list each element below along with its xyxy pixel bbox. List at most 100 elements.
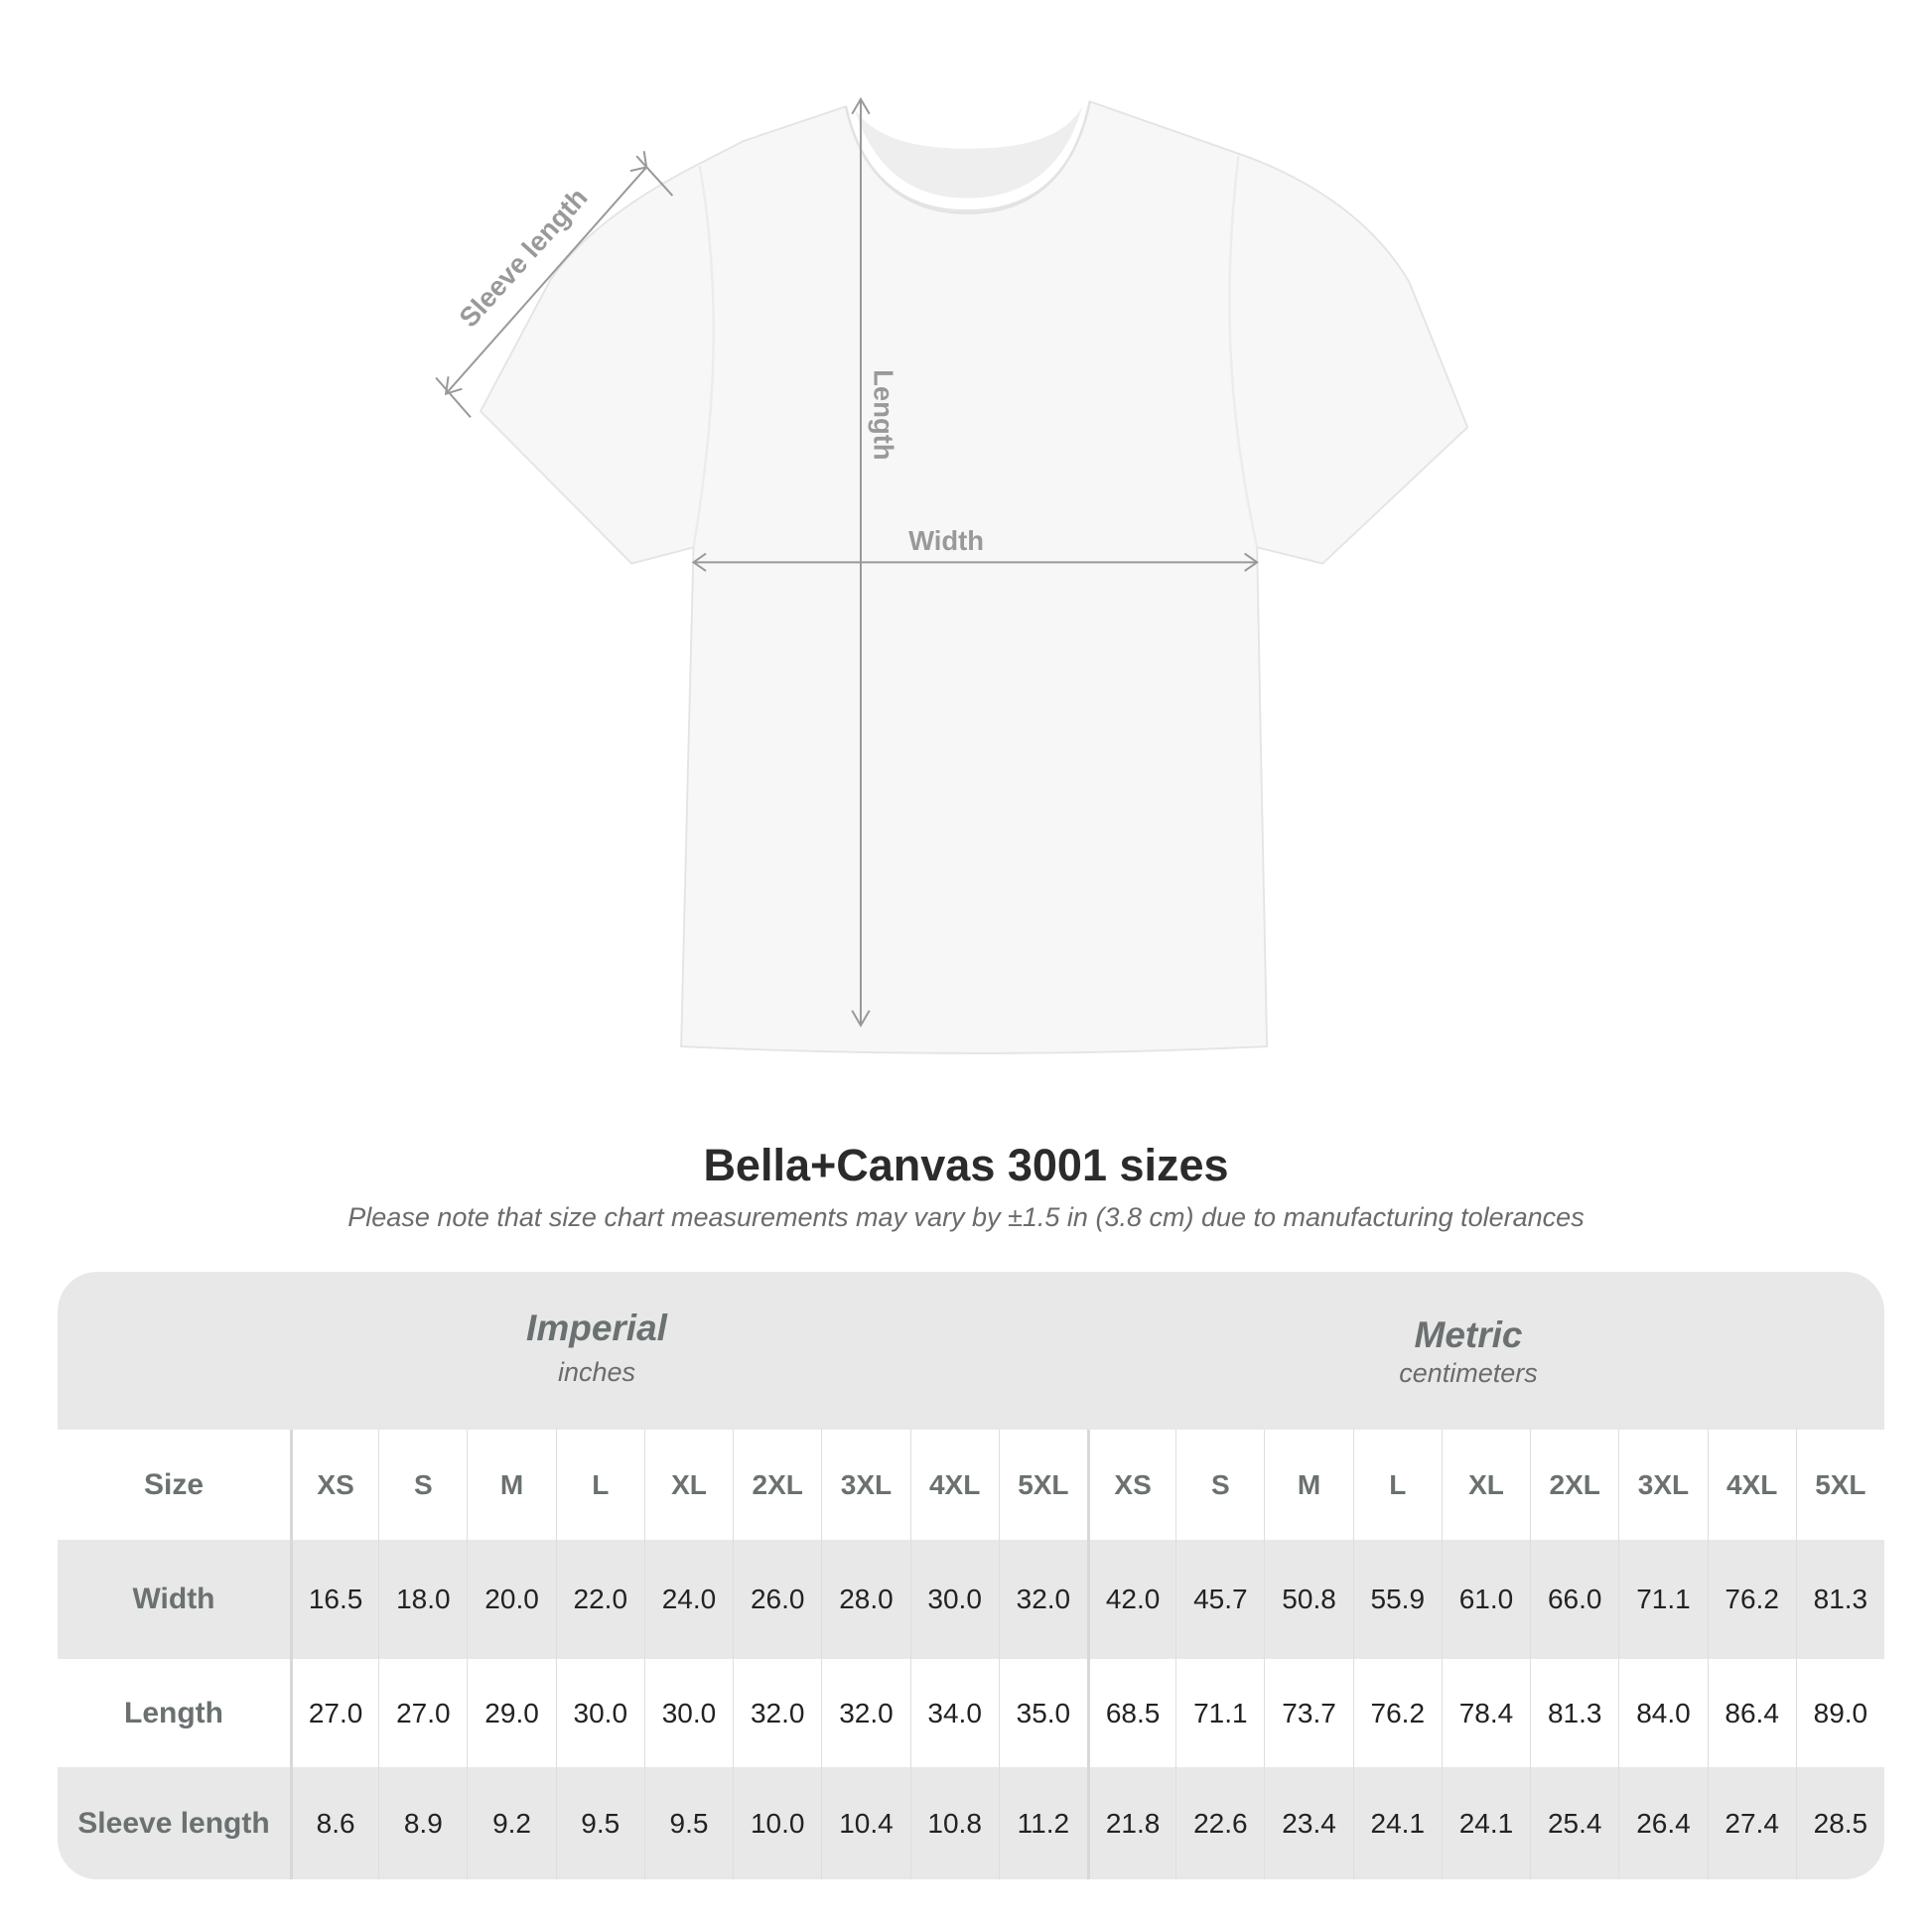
size-header-cell: L xyxy=(555,1430,644,1540)
size-header-cell: 3XL xyxy=(821,1430,909,1540)
size-header-cell: XL xyxy=(643,1430,733,1540)
table-cell: 81.3 xyxy=(1530,1659,1618,1767)
size-header-row: Size XS S M L XL 2XL 3XL 4XL 5XL XS S M L XL 2XL 3XL 4XL… xyxy=(58,1430,1884,1540)
table-cell: 26.0 xyxy=(733,1540,821,1659)
sleeve-arrow xyxy=(435,151,674,419)
size-header-cell: M xyxy=(1264,1430,1352,1540)
table-cell: 76.2 xyxy=(1707,1540,1796,1659)
seam-right xyxy=(1228,156,1259,548)
table-cell: 71.1 xyxy=(1175,1659,1264,1767)
table-cell: 50.8 xyxy=(1264,1540,1352,1659)
table-cell: 9.2 xyxy=(467,1767,555,1879)
imperial-title: Imperial xyxy=(526,1308,667,1348)
table-cell: 25.4 xyxy=(1530,1767,1618,1879)
size-header-cell: 4XL xyxy=(1707,1430,1796,1540)
table-cell: 84.0 xyxy=(1618,1659,1707,1767)
size-header-cell: S xyxy=(1175,1430,1264,1540)
table-cell: 73.7 xyxy=(1264,1659,1352,1767)
tolerance-note: Please note that size chart measurements… xyxy=(347,1202,1585,1232)
size-header-cell: M xyxy=(467,1430,555,1540)
table-cell: 27.4 xyxy=(1707,1767,1796,1879)
neckband xyxy=(844,101,1091,214)
table-cell: 28.5 xyxy=(1795,1767,1884,1879)
table-cell: 8.9 xyxy=(378,1767,467,1879)
table-cell: 30.0 xyxy=(643,1659,733,1767)
metric-unit: centimeters xyxy=(1399,1358,1538,1388)
table-cell: 9.5 xyxy=(555,1767,644,1879)
table-cell: 76.2 xyxy=(1352,1659,1442,1767)
imperial-header: Imperial inches xyxy=(299,1308,895,1388)
table-cell: 9.5 xyxy=(643,1767,733,1879)
page-title: Bella+Canvas 3001 sizes xyxy=(703,1140,1229,1190)
size-header-cell: XL xyxy=(1441,1430,1530,1540)
table-cell: 27.0 xyxy=(378,1659,467,1767)
table-cell: 10.4 xyxy=(821,1767,909,1879)
size-table: Imperial inches Metric centimeters Size … xyxy=(58,1272,1884,1879)
table-header-band: Imperial inches Metric centimeters xyxy=(58,1272,1884,1430)
table-cell: 28.0 xyxy=(821,1540,909,1659)
table-cell: 26.4 xyxy=(1618,1767,1707,1879)
table-cell: 22.0 xyxy=(555,1540,644,1659)
size-header-cell: XS xyxy=(1086,1430,1175,1540)
size-header-cell: 2XL xyxy=(733,1430,821,1540)
seam-left xyxy=(692,165,716,548)
metric-title: Metric xyxy=(1414,1314,1523,1355)
table-cell: 10.0 xyxy=(733,1767,821,1879)
size-header-cell: 5XL xyxy=(1795,1430,1884,1540)
table-cell: 8.6 xyxy=(290,1767,378,1879)
length-label: Length xyxy=(869,369,899,460)
row-label: Sleeve length xyxy=(77,1806,270,1840)
table-cell: 18.0 xyxy=(378,1540,467,1659)
size-header-cell: L xyxy=(1352,1430,1442,1540)
table-cell: 30.0 xyxy=(555,1659,644,1767)
table-cell: 24.1 xyxy=(1441,1767,1530,1879)
width-label: Width xyxy=(908,525,984,556)
size-header-cell: 3XL xyxy=(1618,1430,1707,1540)
metric-header: Metric centimeters xyxy=(1171,1314,1766,1389)
tshirt-shape xyxy=(479,100,1469,1054)
table-cell: 68.5 xyxy=(1086,1659,1175,1767)
table-cell: 34.0 xyxy=(909,1659,999,1767)
table-cell: 32.0 xyxy=(733,1659,821,1767)
table-cell: 61.0 xyxy=(1441,1540,1530,1659)
row-label: Width xyxy=(132,1583,215,1615)
table-cell: 55.9 xyxy=(1352,1540,1442,1659)
table-cell: 30.0 xyxy=(909,1540,999,1659)
table-cell: 11.2 xyxy=(998,1767,1087,1879)
size-header-cell: XS xyxy=(290,1430,378,1540)
table-cell: 45.7 xyxy=(1175,1540,1264,1659)
size-header-cell: 2XL xyxy=(1530,1430,1618,1540)
table-cell: 89.0 xyxy=(1795,1659,1884,1767)
table-cell: 29.0 xyxy=(467,1659,555,1767)
table-cell: 86.4 xyxy=(1707,1659,1796,1767)
width-arrow xyxy=(691,552,1259,572)
table-cell: 21.8 xyxy=(1086,1767,1175,1879)
table-cell: 32.0 xyxy=(998,1540,1087,1659)
table-cell: 27.0 xyxy=(290,1659,378,1767)
table-cell: 22.6 xyxy=(1175,1767,1264,1879)
size-header-cell: 4XL xyxy=(909,1430,999,1540)
table-cell: 24.0 xyxy=(643,1540,733,1659)
size-header-cell: S xyxy=(378,1430,467,1540)
table-row: Sleeve length 8.6 8.9 9.2 9.5 9.5 10.0 10.4 10.8… xyxy=(58,1767,1884,1879)
table-row: Width 16.5 18.0 20.0 22.0 24.0 26.0 28.0 30.0 32.… xyxy=(58,1540,1884,1659)
size-header-cell: 5XL xyxy=(998,1430,1087,1540)
size-label: Size xyxy=(143,1467,205,1501)
table-cell: 81.3 xyxy=(1795,1540,1884,1659)
table-cell: 20.0 xyxy=(467,1540,555,1659)
table-cell: 78.4 xyxy=(1441,1659,1530,1767)
table-cell: 23.4 xyxy=(1264,1767,1352,1879)
row-label: Length xyxy=(124,1696,223,1729)
table-cell: 66.0 xyxy=(1530,1540,1618,1659)
neck-inner xyxy=(854,106,1083,199)
table-cell: 16.5 xyxy=(290,1540,378,1659)
table-row: Length 27.0 27.0 29.0 30.0 30.0 32.0 32.0 34.0 35… xyxy=(58,1659,1884,1767)
table-cell: 42.0 xyxy=(1086,1540,1175,1659)
table-cell: 32.0 xyxy=(821,1659,909,1767)
imperial-unit: inches xyxy=(557,1357,636,1387)
table-cell: 71.1 xyxy=(1618,1540,1707,1659)
table-cell: 10.8 xyxy=(909,1767,999,1879)
table-cell: 35.0 xyxy=(998,1659,1087,1767)
table-cell: 24.1 xyxy=(1352,1767,1442,1879)
